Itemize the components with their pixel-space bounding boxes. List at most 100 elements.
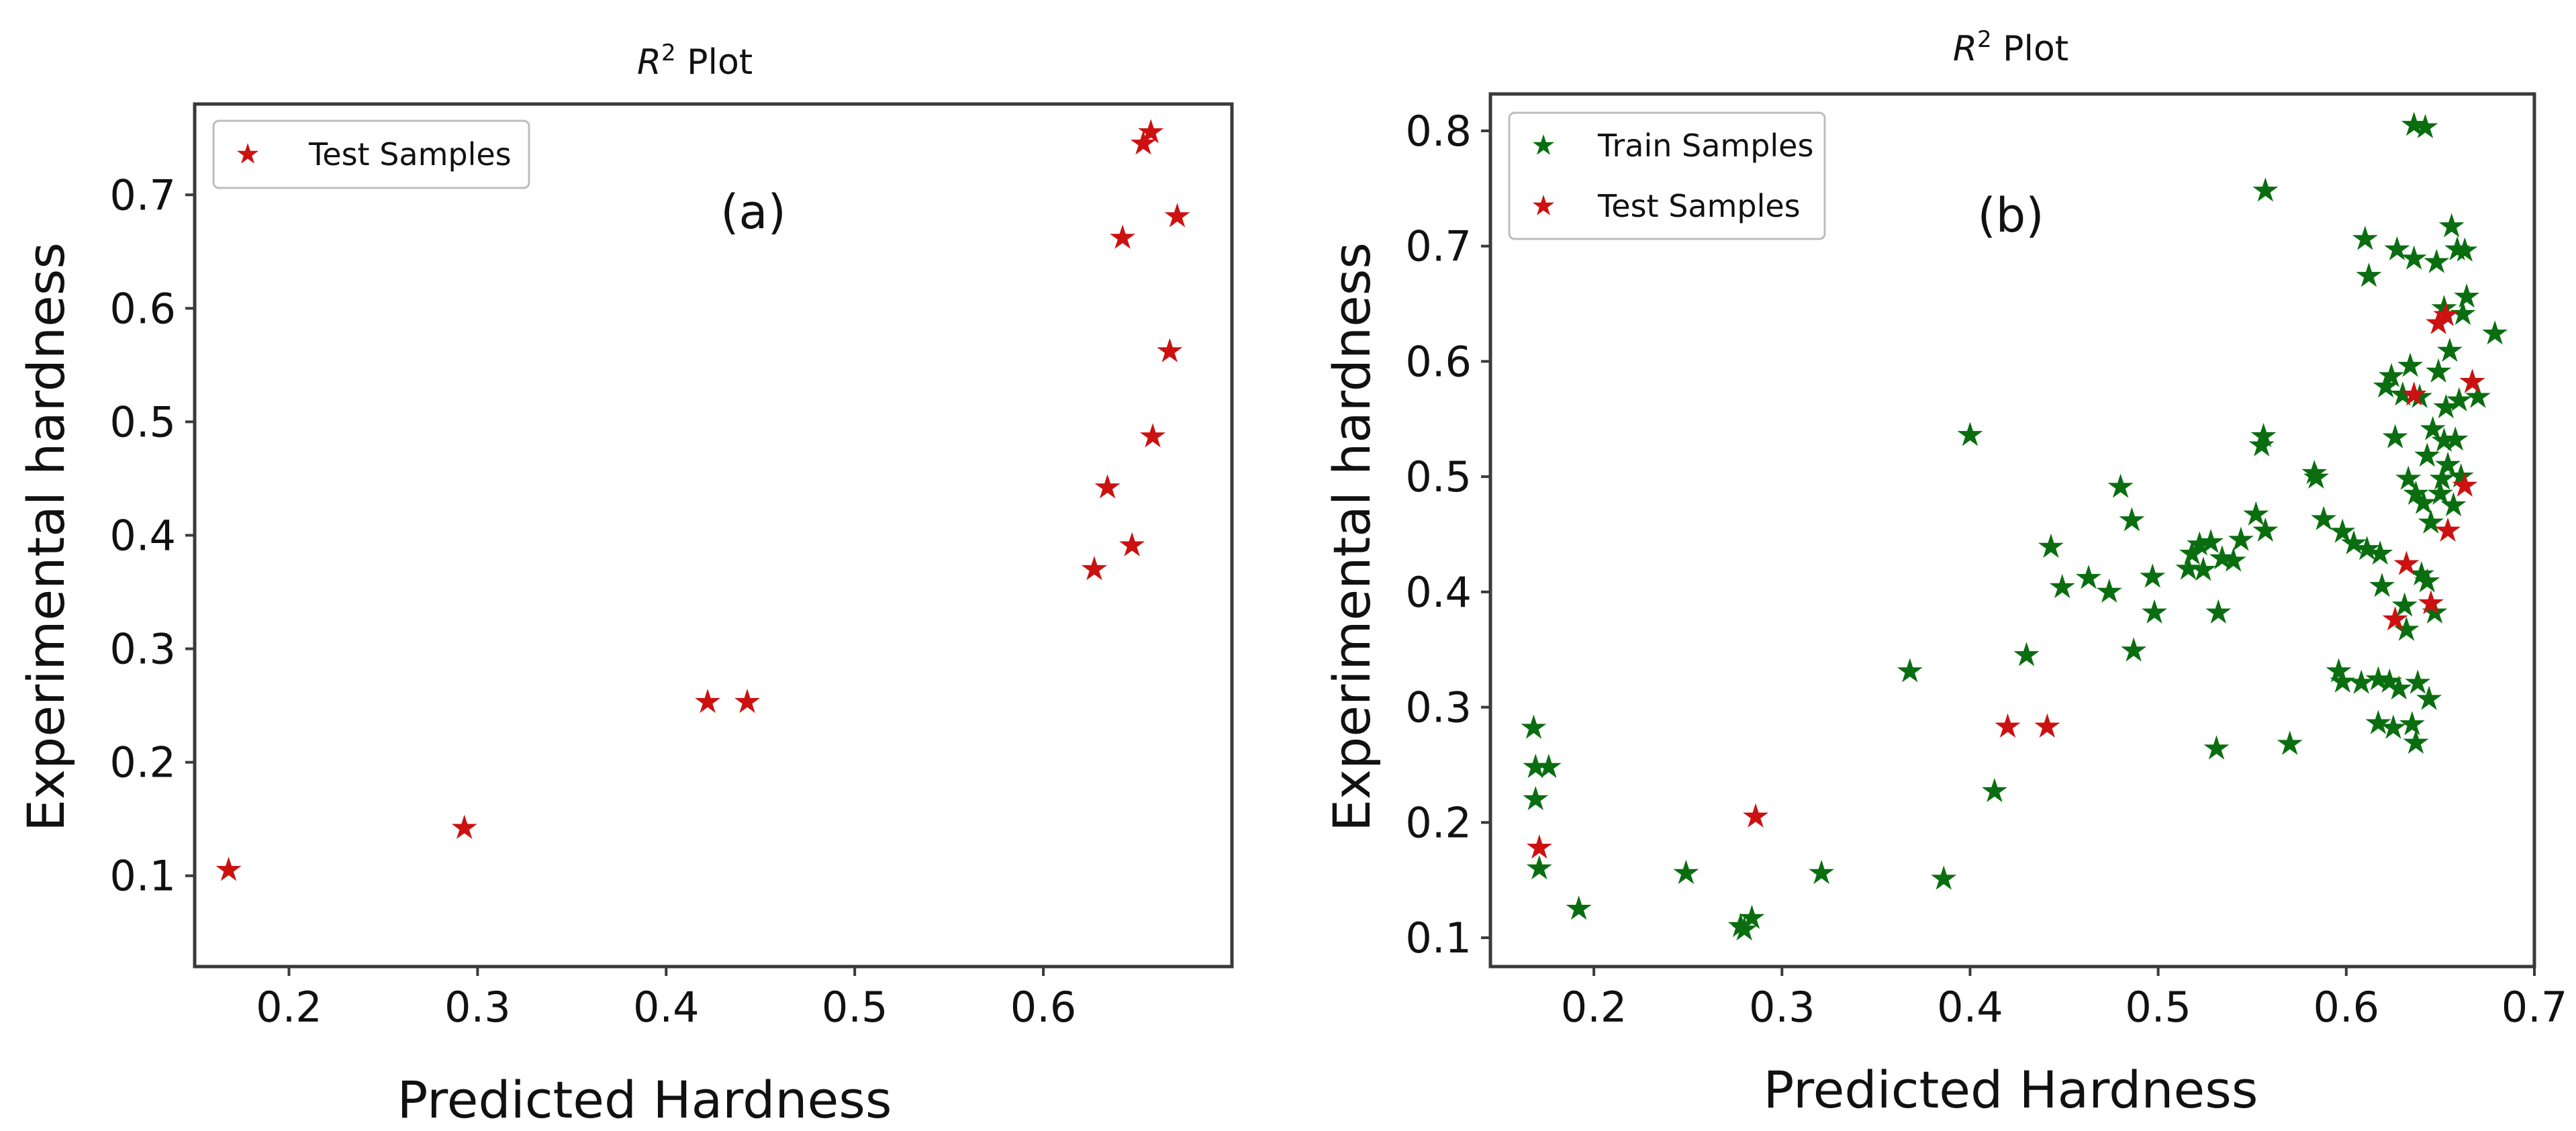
panel-b-train-point [1521,714,1547,739]
panel-b-train-point [2013,642,2040,667]
panel-b-train-point [2482,320,2508,345]
panel-b-train-point [1981,777,2007,803]
panel-b-legend: Train Samples Test Samples [1508,111,1826,240]
panel-a-test-point [1094,474,1120,499]
panel-a-y-tick-label: 0.7 [109,170,176,219]
panel-a-plot-area [193,102,1234,969]
panel-b-train-point [2252,517,2279,542]
panel-b-y-tick-label: 0.6 [1405,337,1472,386]
panel-b-train-point [2142,599,2168,624]
panel-b-y-tick-label: 0.8 [1405,107,1472,156]
panel-b-train-point [2352,226,2378,250]
panel-a-y-tick-label: 0.6 [109,284,176,333]
panel-b-x-tick-label: 0.6 [2313,983,2380,1032]
panel-b-train-point [1931,865,1957,890]
panel-a-x-tick-label: 0.3 [444,983,511,1032]
panel-b-plot-area [1488,92,2536,969]
panel-a-y-tick-label: 0.4 [109,511,176,560]
panel-b-y-tick-label: 0.1 [1405,914,1472,963]
panel-b-train-point [2075,564,2101,589]
panel-b-train-point [2121,637,2147,662]
panel-b-test-point [2034,713,2060,738]
panel-b-train-point [2277,730,2303,755]
panel-b-y-tick-label: 0.4 [1405,568,1472,617]
panel-b-train-point [2438,213,2465,238]
panel-b-x-label: Predicted Hardness [1764,1060,2258,1120]
panel-b-test-point [1995,713,2021,738]
panel-a-test-point [1157,338,1183,362]
panel-b-y-label: Experimental hardness [1322,242,1382,832]
panel-b-y-tick-label: 0.7 [1405,222,1472,271]
panel-a-test-point [216,856,242,881]
panel-a-x-axis: 0.2 0.3 0.4 0.5 0.6 [256,967,1076,1032]
panel-a-x-tick-label: 0.4 [633,983,700,1032]
panel-b-legend-test-label: Test Samples [1597,188,1801,224]
panel-b-train-point [1897,658,1923,683]
panel-b-train-point [2140,563,2166,588]
panel-a-x-label: Predicted Hardness [397,1070,892,1130]
panel-b-train-point [1673,859,1699,885]
panel-b-train-point [2414,442,2440,467]
panel-b-legend-train-label: Train Samples [1597,128,1813,164]
panel-b-train-point [1566,895,1592,920]
panel-b-train-point [2435,451,2461,477]
panel-a-test-point [1081,556,1107,581]
panel-b-train-point [2369,573,2395,597]
panel-b-train-point [1957,422,1983,446]
panel-b-train-point [2119,507,2145,532]
panel-b-train-point [2401,245,2427,270]
panel-a-x-tick-label: 0.5 [822,983,888,1032]
panel-b-train-point [2424,248,2450,273]
panel-b-test-point [1743,803,1769,828]
panel-b-train-point [1809,859,1835,885]
panel-a-y-tick-label: 0.2 [109,738,176,787]
panel-b-train-point [2356,262,2382,287]
panel-b-train-point [2049,574,2075,599]
panel-a-x-tick-label: 0.6 [1010,983,1077,1032]
panel-a-y-label: Experimental hardness [16,242,76,832]
panel-b-x-tick-label: 0.5 [2125,983,2191,1032]
panel-a-x-tick-label: 0.2 [256,983,322,1032]
panel-b-label: (b) [1977,188,2044,243]
panel-a-test-point [1139,423,1166,448]
panel-a-test-point [734,689,761,714]
panel-b-y-axis: 0.1 0.2 0.3 0.4 0.5 0.6 0.7 0.8 [1405,107,1490,963]
panel-a-y-tick-label: 0.5 [109,397,176,446]
panel-b-title: R2 Plot [1953,26,2068,69]
panel-a-y-tick-label: 0.3 [109,625,176,674]
panel-a: R2 Plot 0.2 0.3 0.4 0.5 0.6 0.10.20.30.40.50… [16,40,1234,1130]
panel-b-x-tick-label: 0.7 [2501,983,2568,1032]
panel-b-train-point [2405,669,2431,694]
panel-a-y-axis: 0.1 0.2 0.3 0.4 0.5 0.6 0.7 [109,170,195,901]
panel-a-test-point [1164,203,1190,228]
panel-b-y-tick-label: 0.3 [1405,683,1472,732]
panel-b-train-point [2205,599,2232,624]
panel-b-train-point [2303,464,2330,489]
panel-b-train-point [2038,533,2064,558]
panel-a-legend-test-label: Test Samples [308,136,512,173]
panel-a-test-point [1119,532,1145,556]
panel-a-test-point [1110,224,1136,249]
panel-b-train-point [1526,855,1552,880]
panel-b-x-tick-label: 0.3 [1749,983,1815,1032]
panel-a-test-point [451,814,477,839]
panel-a-y-tick-label: 0.1 [109,852,176,901]
panel-b-train-point [2096,578,2122,603]
panel-b-train-point [1523,785,1549,811]
panel-b-test-point [2459,368,2485,393]
panel-b-y-tick-label: 0.5 [1405,452,1472,501]
panel-b-train-point [2228,526,2254,551]
panel-b-train-point [2107,473,2134,498]
panel-b-train-point [2311,505,2337,530]
panel-a-legend-box [212,119,530,189]
panel-b-x-axis: 0.2 0.3 0.4 0.5 0.6 0.7 [1561,967,2568,1032]
panel-b-train-point [2365,709,2391,734]
panel-b-train-point [2436,337,2463,362]
panel-a-test-point [695,689,721,714]
panel-b-x-tick-label: 0.2 [1561,983,1627,1032]
panel-b-train-point [2399,711,2425,736]
panel-b-train-point [2454,283,2480,308]
panel-a-points [216,119,1190,881]
panel-b-train-point [2348,669,2375,694]
